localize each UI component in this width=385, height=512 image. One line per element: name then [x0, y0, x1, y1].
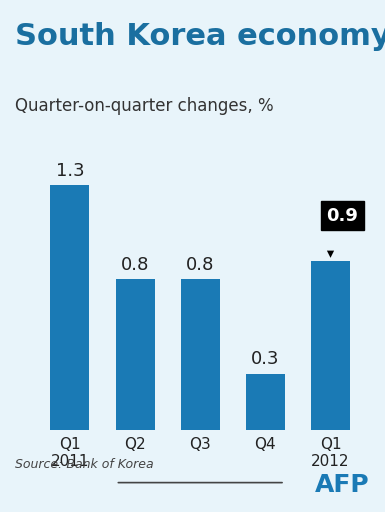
Text: Quarter-on-quarter changes, %: Quarter-on-quarter changes, %	[15, 97, 274, 116]
Bar	[116, 280, 155, 430]
Bar	[311, 261, 350, 430]
Bar	[50, 185, 89, 430]
Text: 0.8: 0.8	[121, 256, 149, 274]
Bar	[246, 374, 285, 430]
Text: South Korea economy: South Korea economy	[15, 22, 385, 51]
Text: 1.3: 1.3	[55, 162, 84, 180]
Text: 0.9: 0.9	[326, 207, 358, 258]
Text: 0.8: 0.8	[186, 256, 214, 274]
Text: Source: Bank of Korea: Source: Bank of Korea	[15, 458, 154, 471]
Text: 0.3: 0.3	[251, 350, 280, 368]
Text: AFP: AFP	[315, 473, 370, 497]
Bar	[181, 280, 220, 430]
